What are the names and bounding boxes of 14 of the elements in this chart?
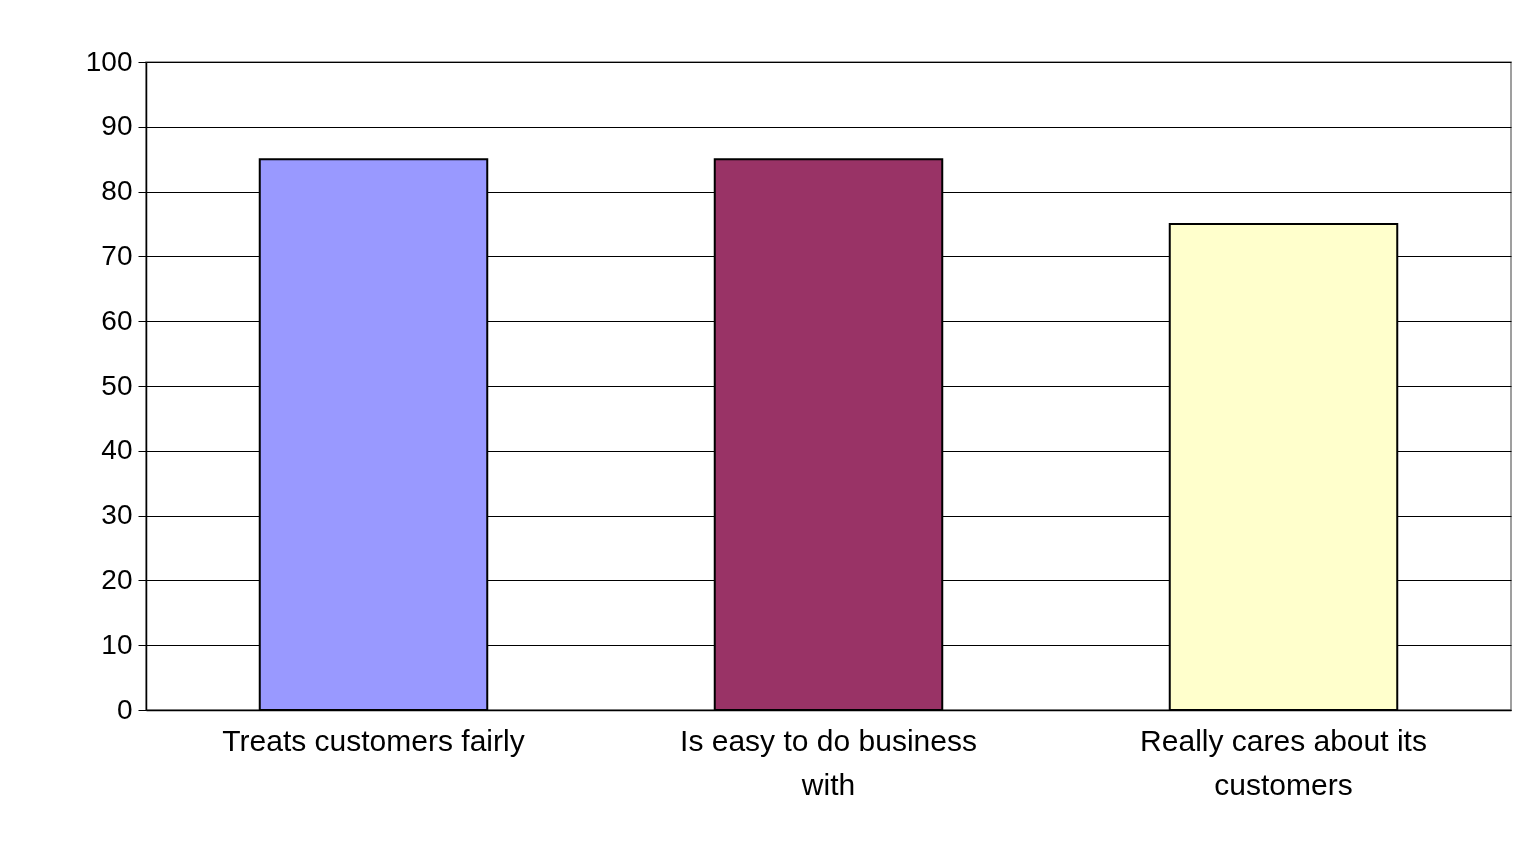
x-tick-label: Treats customers fairly xyxy=(222,723,525,757)
y-tick-label: 50 xyxy=(101,369,133,401)
y-tick-label: 30 xyxy=(101,499,133,531)
y-tick-label: 20 xyxy=(101,563,133,595)
x-tick-label: Really cares about its customers xyxy=(1140,723,1427,801)
y-tick-label: 100 xyxy=(85,45,133,77)
y-tick-label: 90 xyxy=(101,110,133,142)
x-tick-label: Is easy to do business with xyxy=(680,723,977,801)
y-tick-label: 10 xyxy=(101,628,133,660)
y-tick-label: 80 xyxy=(101,175,133,207)
y-tick-label: 70 xyxy=(101,239,133,271)
y-tick-label: 40 xyxy=(101,434,133,466)
y-tick-label: 0 xyxy=(116,693,133,725)
y-tick-label: 60 xyxy=(101,304,133,336)
